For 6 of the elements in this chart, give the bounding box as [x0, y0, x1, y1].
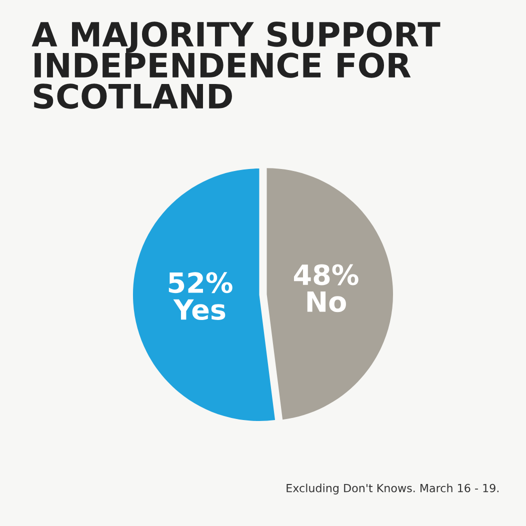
- chart-title: A MAJORITY SUPPORT INDEPENDENCE FOR SCOTLAND: [32, 22, 440, 109]
- slice-label: Yes: [173, 299, 226, 320]
- text: Excluding Don't Knows. March 16 - 19.: [286, 484, 499, 494]
- data-label: 48%: [294, 264, 358, 286]
- data-label: 52%: [168, 272, 232, 294]
- slice-label: No: [307, 291, 346, 312]
